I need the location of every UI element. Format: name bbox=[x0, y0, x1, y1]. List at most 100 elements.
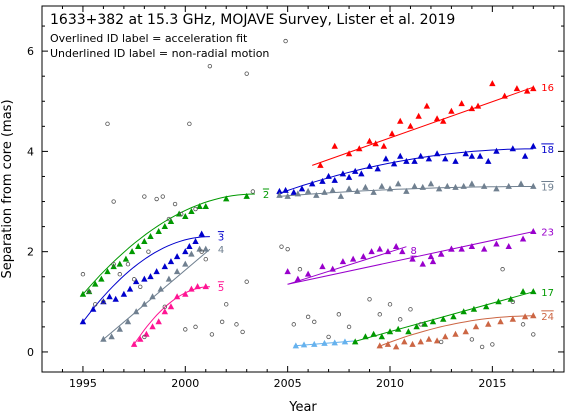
data-point bbox=[182, 248, 189, 255]
data-point bbox=[409, 255, 416, 262]
data-point bbox=[530, 228, 537, 235]
data-point bbox=[329, 265, 336, 272]
data-point bbox=[509, 145, 517, 152]
data-point bbox=[182, 212, 189, 219]
unfitted-point bbox=[209, 332, 215, 337]
data-point bbox=[196, 245, 203, 252]
data-point bbox=[358, 170, 365, 177]
data-point bbox=[282, 186, 289, 193]
data-point bbox=[339, 170, 347, 177]
data-point bbox=[437, 250, 445, 257]
data-point bbox=[173, 268, 181, 275]
unfitted-point bbox=[291, 322, 296, 327]
unfitted-point bbox=[520, 322, 526, 327]
data-point bbox=[313, 191, 320, 198]
fit-lines bbox=[82, 86, 534, 348]
data-point bbox=[483, 303, 490, 310]
data-point bbox=[401, 338, 408, 345]
data-point bbox=[489, 80, 496, 87]
data-point bbox=[530, 142, 537, 149]
data-point bbox=[300, 341, 308, 348]
component-label: 18 bbox=[541, 145, 554, 156]
data-point bbox=[470, 305, 478, 312]
unfitted-point bbox=[183, 327, 188, 332]
x-tick-label: 2010 bbox=[376, 377, 404, 390]
data-point bbox=[480, 245, 488, 252]
data-point bbox=[376, 342, 383, 349]
data-point bbox=[79, 290, 87, 297]
data-point bbox=[378, 333, 386, 340]
component-label: 2 bbox=[263, 190, 269, 201]
data-point bbox=[440, 117, 447, 124]
data-point bbox=[317, 161, 324, 168]
data-point bbox=[452, 183, 459, 190]
data-point bbox=[276, 191, 283, 198]
data-point bbox=[304, 270, 312, 277]
component-label: 24 bbox=[541, 312, 554, 323]
fit-line bbox=[377, 315, 534, 348]
data-point bbox=[444, 182, 451, 189]
data-point bbox=[368, 248, 375, 255]
data-point bbox=[198, 230, 205, 237]
unfitted-point bbox=[377, 312, 382, 317]
data-point bbox=[137, 335, 144, 342]
data-point bbox=[147, 273, 154, 280]
unfitted-point bbox=[240, 329, 245, 335]
data-point bbox=[392, 343, 400, 350]
data-point bbox=[448, 107, 455, 114]
data-point bbox=[292, 342, 300, 349]
data-point bbox=[155, 228, 162, 235]
data-point bbox=[116, 325, 123, 332]
data-point bbox=[442, 155, 449, 162]
unfitted-point bbox=[469, 337, 475, 342]
data-point bbox=[165, 275, 173, 282]
x-tick-label: 2015 bbox=[478, 377, 506, 390]
unfitted-point bbox=[142, 334, 147, 340]
data-point bbox=[223, 195, 230, 202]
data-point bbox=[417, 338, 424, 345]
data-point bbox=[92, 280, 99, 287]
data-point bbox=[450, 313, 457, 320]
unfitted-point bbox=[142, 194, 147, 199]
data-point bbox=[433, 337, 441, 344]
data-point bbox=[188, 285, 195, 292]
data-point bbox=[405, 328, 412, 335]
data-point bbox=[394, 180, 402, 187]
data-point bbox=[155, 318, 162, 325]
unfitted-point bbox=[367, 297, 372, 302]
chart-title: 1633+382 at 15.3 GHz, MOJAVE Survey, Lis… bbox=[50, 12, 455, 28]
data-point bbox=[106, 293, 113, 300]
data-point bbox=[372, 140, 379, 147]
data-point bbox=[141, 300, 148, 307]
component-label: 4 bbox=[218, 245, 224, 256]
unfitted-point bbox=[250, 189, 256, 194]
data-point bbox=[192, 238, 199, 245]
data-point bbox=[425, 155, 433, 162]
x-tick-label: 2000 bbox=[171, 377, 199, 390]
data-point bbox=[397, 152, 404, 159]
unfitted-point bbox=[398, 317, 403, 322]
data-point bbox=[495, 298, 502, 305]
unfitted-point bbox=[336, 312, 342, 317]
unfitted-point bbox=[408, 307, 413, 312]
data-point bbox=[135, 243, 142, 250]
data-point bbox=[505, 243, 512, 250]
data-point bbox=[167, 217, 175, 224]
data-point bbox=[116, 260, 123, 267]
data-point bbox=[319, 177, 326, 184]
unfitted-point bbox=[93, 302, 98, 307]
unfitted-point bbox=[172, 201, 178, 207]
data-point bbox=[141, 275, 148, 282]
data-point bbox=[442, 333, 449, 340]
note-nonradial: Underlined ID label = non-radial motion bbox=[50, 47, 269, 60]
data-point bbox=[530, 182, 537, 189]
data-point bbox=[460, 182, 467, 189]
unfitted-point bbox=[203, 256, 208, 262]
data-point bbox=[149, 323, 156, 330]
data-point bbox=[132, 278, 140, 285]
unfitted-point bbox=[111, 262, 116, 267]
data-point bbox=[407, 122, 414, 129]
data-point bbox=[294, 275, 302, 282]
unfitted-point bbox=[244, 279, 249, 284]
